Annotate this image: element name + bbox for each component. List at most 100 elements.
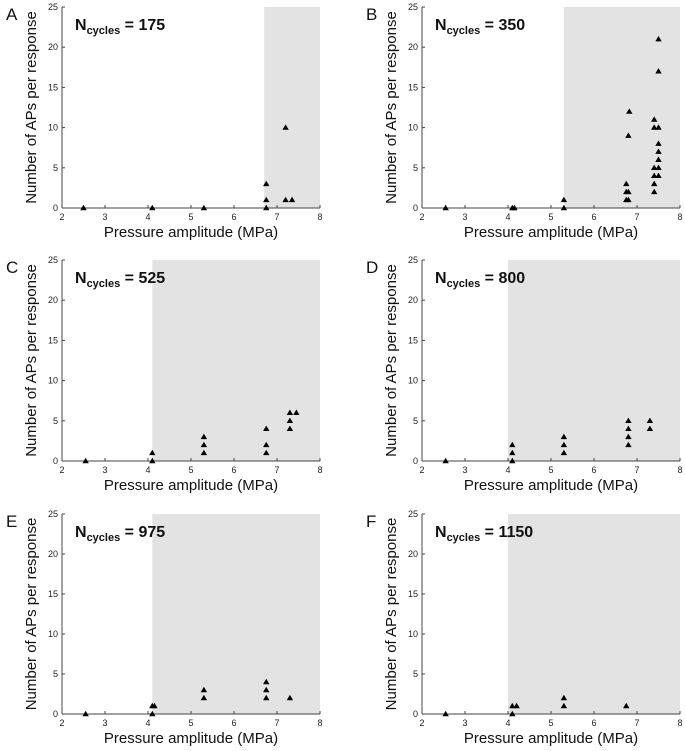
data-point (442, 457, 449, 464)
data-point (513, 702, 520, 709)
ncycles-subscript: cycles (447, 278, 481, 290)
x-tick-label: 2 (59, 212, 64, 222)
x-tick-label: 6 (591, 465, 596, 475)
data-point (82, 457, 89, 464)
y-tick-label: 15 (48, 335, 58, 345)
panel-letter: B (366, 5, 377, 24)
data-point (200, 441, 208, 448)
data-point (560, 449, 568, 456)
y-tick-label: 5 (53, 416, 58, 426)
data-point (625, 132, 632, 138)
x-tick-label: 5 (548, 212, 553, 222)
data-point (655, 172, 662, 179)
data-point (655, 35, 662, 42)
y-tick-label: 20 (48, 42, 58, 52)
data-point (651, 164, 658, 170)
data-point (626, 108, 633, 114)
x-tick-label: 6 (231, 212, 236, 222)
data-point (655, 124, 662, 130)
x-axis-label: Pressure amplitude (MPa) (104, 730, 278, 747)
y-tick-label: 15 (408, 589, 418, 599)
ncycles-symbol: N (435, 17, 447, 34)
y-axis-label: Number of APs per response (23, 11, 40, 204)
ncycles-symbol: N (75, 524, 87, 541)
data-point (625, 441, 632, 448)
x-tick-label: 3 (462, 465, 467, 475)
y-axis-label: Number of APs per response (23, 264, 40, 457)
data-point (200, 433, 208, 440)
shaded-region (264, 7, 320, 208)
data-point (560, 433, 568, 440)
y-tick-label: 25 (408, 2, 418, 12)
data-point (655, 140, 662, 146)
ncycles-annotation: Ncycles = 1150 (435, 524, 533, 544)
ncycles-annotation: Ncycles = 350 (435, 17, 525, 37)
x-axis-label: Pressure amplitude (MPa) (464, 730, 638, 747)
x-tick-label: 3 (462, 212, 467, 222)
data-point (282, 124, 289, 130)
data-point (625, 425, 632, 432)
data-point (651, 116, 658, 122)
data-point (263, 425, 270, 432)
shaded-region (152, 514, 320, 714)
ncycles-subscript: cycles (87, 278, 121, 290)
panel-letter: A (6, 5, 18, 24)
panel-letter: E (6, 512, 17, 531)
panel-a: 2 3 4 5 6 7 8 0 5 10 15 20 25 Pressure amplitude (MPa… (6, 2, 323, 241)
panel-d: 2 3 4 5 6 7 8 0 5 10 15 20 25 Pressure amplitude (MPa… (366, 255, 683, 494)
shaded-region (563, 7, 680, 208)
x-tick-label: 6 (591, 718, 596, 728)
shaded-region (508, 260, 680, 461)
data-point (509, 457, 516, 464)
y-axis-label: Number of APs per response (383, 264, 400, 457)
y-tick-label: 0 (413, 709, 418, 719)
data-point (263, 180, 270, 187)
panel-letter: C (6, 258, 18, 277)
data-point (655, 148, 662, 154)
y-axis-label: Number of APs per response (23, 518, 40, 711)
y-tick-label: 10 (48, 629, 58, 639)
data-point (263, 204, 270, 211)
data-point (625, 433, 632, 440)
data-point (263, 694, 270, 701)
x-tick-label: 8 (317, 718, 322, 728)
data-point (646, 417, 654, 423)
data-point (646, 425, 654, 432)
y-tick-label: 25 (48, 255, 58, 265)
y-axis-label: Number of APs per response (383, 518, 400, 711)
y-tick-label: 20 (408, 549, 418, 559)
data-point (655, 68, 662, 74)
x-axis-label: Pressure amplitude (MPa) (464, 224, 638, 241)
panel-f: 2 3 4 5 6 7 8 0 5 10 15 20 25 Pressure amplitude (MPa… (366, 509, 683, 747)
data-point (149, 457, 156, 464)
y-tick-label: 15 (408, 335, 418, 345)
x-tick-label: 5 (188, 718, 193, 728)
x-tick-label: 6 (231, 465, 236, 475)
data-point (442, 204, 449, 211)
data-point (625, 196, 632, 203)
data-point (623, 702, 630, 709)
data-point (82, 710, 89, 717)
x-tick-label: 3 (462, 718, 467, 728)
ncycles-value: = 175 (120, 17, 165, 34)
y-tick-label: 25 (408, 255, 418, 265)
ncycles-subscript: cycles (87, 25, 121, 37)
ncycles-value: = 800 (480, 270, 525, 287)
y-tick-label: 15 (408, 82, 418, 92)
x-tick-label: 8 (317, 465, 322, 475)
ncycles-subscript: cycles (447, 25, 481, 37)
x-tick-label: 4 (145, 465, 150, 475)
y-tick-label: 10 (408, 376, 418, 386)
ncycles-symbol: N (75, 17, 87, 34)
x-tick-label: 4 (145, 212, 150, 222)
x-tick-label: 7 (634, 718, 639, 728)
y-tick-label: 10 (408, 123, 418, 133)
y-tick-label: 5 (53, 669, 58, 679)
ncycles-subscript: cycles (447, 532, 481, 544)
panel-c: 2 3 4 5 6 7 8 0 5 10 15 20 25 Pressure amplitude (MPa… (6, 255, 323, 494)
data-point (560, 694, 568, 701)
y-tick-label: 0 (53, 709, 58, 719)
data-point (200, 694, 208, 701)
x-tick-label: 7 (274, 465, 279, 475)
